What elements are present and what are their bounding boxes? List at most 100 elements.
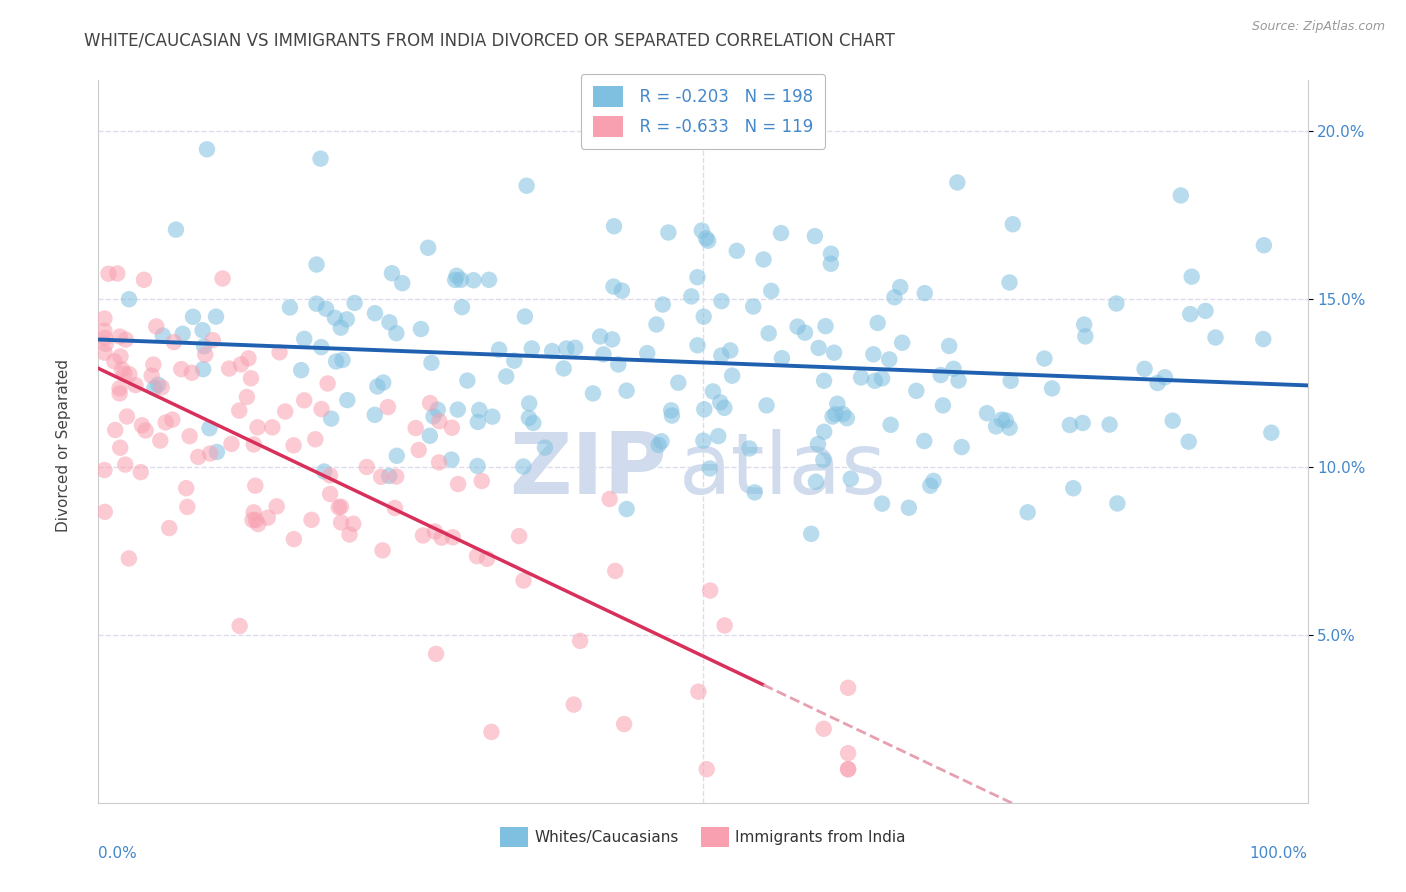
Point — [245, 513, 267, 527]
Point — [603, 219, 626, 234]
Point — [157, 521, 180, 535]
Point — [645, 318, 668, 332]
Text: ZIP: ZIP — [509, 429, 666, 512]
Point — [517, 396, 540, 410]
Point — [651, 297, 673, 311]
Point — [409, 322, 432, 336]
Point — [467, 415, 489, 429]
Point — [205, 445, 228, 459]
Point — [239, 371, 262, 385]
Point — [145, 319, 167, 334]
Point — [93, 324, 115, 338]
Point — [699, 583, 721, 598]
Point — [475, 551, 498, 566]
Point — [990, 412, 1012, 426]
Point — [512, 459, 534, 474]
Point — [946, 176, 969, 190]
Point — [108, 441, 131, 455]
Point — [370, 470, 392, 484]
Point — [520, 342, 543, 356]
Point — [832, 407, 855, 421]
Point — [534, 441, 557, 455]
Point — [391, 276, 413, 290]
Point — [659, 403, 682, 417]
Point — [713, 618, 735, 632]
Point — [93, 311, 115, 326]
Point — [456, 374, 478, 388]
Point — [1146, 376, 1168, 390]
Point — [562, 698, 585, 712]
Point — [769, 226, 792, 240]
Point — [692, 434, 714, 448]
Point — [377, 400, 399, 414]
Point — [135, 424, 157, 438]
Point — [150, 380, 173, 394]
Point — [378, 315, 401, 329]
Point — [97, 267, 120, 281]
Point — [707, 429, 730, 443]
Point — [155, 416, 177, 430]
Point — [118, 292, 141, 306]
Point — [697, 234, 720, 248]
Point — [770, 351, 793, 366]
Point — [718, 343, 741, 358]
Point — [242, 505, 264, 519]
Point — [725, 244, 748, 258]
Point — [1133, 361, 1156, 376]
Point — [824, 407, 846, 421]
Point — [813, 722, 835, 736]
Point — [661, 409, 683, 423]
Point — [143, 381, 166, 395]
Point — [503, 353, 526, 368]
Text: WHITE/CAUCASIAN VS IMMIGRANTS FROM INDIA DIVORCED OR SEPARATED CORRELATION CHART: WHITE/CAUCASIAN VS IMMIGRANTS FROM INDIA… — [84, 31, 896, 49]
Point — [118, 368, 141, 382]
Point — [569, 633, 592, 648]
Point — [198, 421, 221, 435]
Point — [373, 376, 395, 390]
Point — [800, 526, 823, 541]
Point — [162, 412, 184, 426]
Point — [1040, 381, 1063, 395]
Point — [356, 460, 378, 475]
Point — [602, 279, 624, 293]
Point — [693, 402, 716, 417]
Point — [170, 362, 193, 376]
Point — [1017, 505, 1039, 519]
Point — [837, 746, 859, 760]
Point — [304, 432, 326, 446]
Point — [181, 310, 204, 324]
Point — [905, 384, 928, 398]
Point — [451, 300, 474, 314]
Point — [201, 333, 224, 347]
Point — [366, 379, 388, 393]
Point — [488, 343, 510, 357]
Point — [172, 326, 194, 341]
Point — [948, 374, 970, 388]
Point — [1177, 434, 1199, 449]
Point — [1033, 351, 1056, 366]
Point — [702, 384, 724, 399]
Text: Source: ZipAtlas.com: Source: ZipAtlas.com — [1251, 20, 1385, 33]
Point — [292, 332, 315, 346]
Point — [305, 296, 328, 310]
Point — [94, 331, 117, 345]
Point — [605, 564, 627, 578]
Point — [1000, 374, 1022, 388]
Point — [1001, 217, 1024, 231]
Point — [998, 276, 1021, 290]
Point — [517, 411, 540, 425]
Point — [364, 306, 387, 320]
Point — [218, 361, 240, 376]
Point — [666, 376, 689, 390]
Point — [93, 463, 115, 477]
Point — [465, 549, 488, 564]
Point — [686, 270, 709, 285]
Point — [709, 395, 731, 409]
Point — [481, 409, 503, 424]
Point — [883, 290, 905, 304]
Point — [650, 434, 672, 449]
Point — [849, 370, 872, 384]
Point — [508, 529, 530, 543]
Point — [111, 362, 134, 376]
Point — [478, 273, 501, 287]
